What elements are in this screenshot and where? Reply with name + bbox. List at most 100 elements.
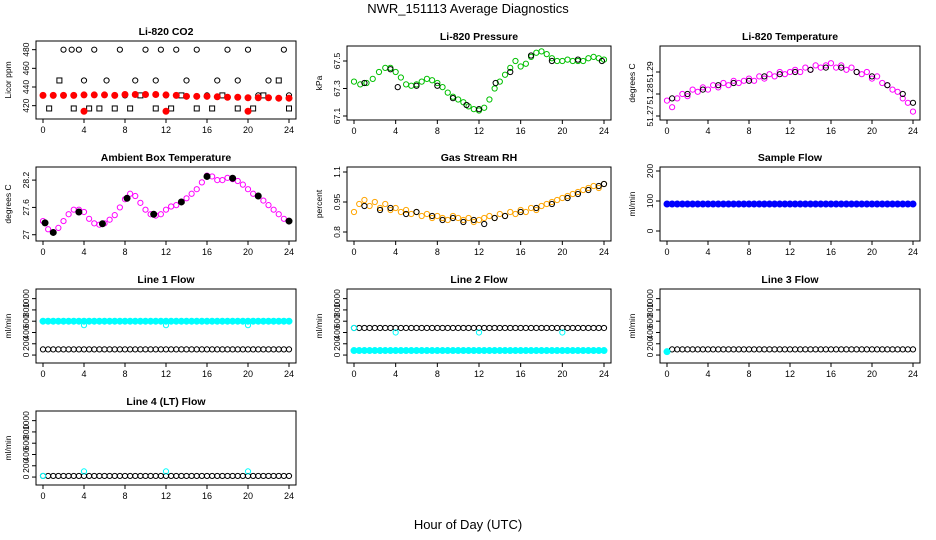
data-point [224,346,231,353]
y-tick-label: 400 [21,447,31,461]
data-point [60,346,67,353]
data-point [203,346,211,353]
data-point [761,346,768,353]
data-point [460,216,467,224]
data-point [173,202,180,209]
data-point [564,194,571,202]
data-point [183,77,190,84]
y-tick-label: 0 [332,352,342,357]
x-tick-label: 20 [557,247,567,257]
data-point [751,346,758,353]
data-point [512,324,519,332]
x-tick-label: 8 [435,126,440,136]
y-tick-label: 0.8 [332,226,342,238]
data-point [470,324,477,332]
x-tick-label: 12 [785,369,795,379]
data-point [766,346,773,353]
data-point [548,200,556,208]
data-point [684,93,691,100]
data-point [103,77,110,84]
data-point [704,346,712,353]
data-point [663,97,671,104]
series-1 [350,180,608,226]
data-point [413,82,420,89]
data-point [80,468,88,475]
data-point [574,56,582,63]
x-tick-label: 4 [393,369,398,379]
y-tick-label: 51.29 [645,61,655,83]
data-point [402,206,410,214]
data-point [280,46,287,53]
x-tick-label: 20 [243,491,253,501]
data-point [193,346,200,353]
data-point [75,208,83,216]
data-point [229,472,236,480]
x-tick-label: 16 [826,126,836,136]
data-point [244,94,252,102]
data-point [684,90,691,98]
data-point [68,46,75,53]
data-point [569,324,576,332]
data-point [111,91,119,99]
data-point [65,211,72,218]
data-point [382,200,389,208]
data-point [188,472,195,480]
chart-panel-5: Gas Stream RH percent 0 4 8 12 16 20 24 0.8 0.95 1.… [314,152,612,257]
data-point [229,346,236,353]
data-point [101,472,108,480]
y-tick-label: 400 [332,325,342,339]
data-point [60,472,67,480]
data-point [720,346,727,353]
x-tick-label: 20 [243,369,253,379]
x-tick-label: 12 [785,126,795,136]
data-point [214,77,221,84]
data-point [260,472,267,480]
data-point [444,216,451,224]
data-point [889,86,896,93]
data-point [827,60,835,67]
data-point [899,346,906,353]
data-point [80,77,88,84]
data-point [402,324,410,332]
chart-title: Li-820 Pressure [440,31,518,43]
data-point [96,346,103,353]
data-point [868,75,876,82]
data-point [224,93,231,101]
data-point [260,92,267,99]
data-point [369,75,376,82]
data-point [574,190,582,198]
data-point [55,224,62,231]
data-point [585,186,592,194]
chart-panel-8: Line 2 Flow ml/min 0 4 8 12 16 20 24 0 20040060080… [314,274,612,379]
data-point [786,346,794,353]
data-point [203,472,211,480]
data-point [559,329,566,336]
data-point [512,57,519,65]
data-point [270,472,277,480]
data-point [522,324,529,332]
data-point [142,346,149,353]
data-point [812,62,819,69]
data-point [173,46,180,53]
chart-title: Line 1 Flow [137,274,195,286]
data-point [449,95,457,102]
y-tick-label: 1000 [645,289,655,308]
x-tick-label: 12 [474,369,484,379]
y-axis-label: ml/min [3,313,13,338]
data-point [270,346,277,353]
data-point [152,105,159,112]
data-point [392,329,399,336]
data-point [142,206,149,213]
data-point [481,220,488,228]
data-point [60,46,67,53]
data-point [429,324,436,332]
chart-title: Line 3 Flow [761,274,819,286]
chart-panel-2: Li-820 Pressure kPa 0 4 8 12 16 20 24 67.1 67.3 67.… [314,31,612,136]
data-point [65,472,72,480]
data-point [91,346,98,353]
y-axis-label: degrees C [3,184,13,223]
data-point [909,200,917,208]
data-point [843,66,850,73]
data-point [255,472,262,480]
x-tick-label: 0 [351,369,356,379]
